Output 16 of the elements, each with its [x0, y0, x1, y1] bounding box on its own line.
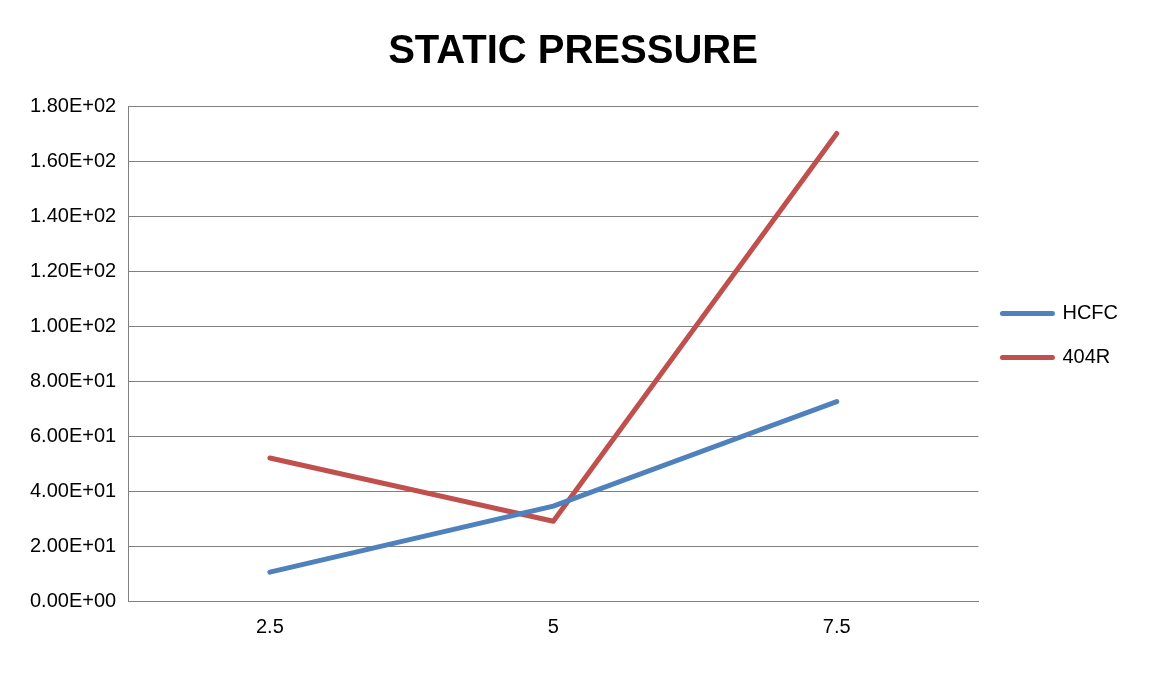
y-tick-label: 2.00E+01: [29, 533, 117, 556]
x-tick-label: 7.5: [822, 614, 851, 637]
chart-title: STATIC PRESSURE: [388, 27, 758, 72]
x-tick-label: 2.5: [256, 614, 284, 637]
y-tick-label: 1.20E+02: [29, 258, 117, 281]
y-tick-label: 8.00E+01: [29, 368, 117, 391]
y-tick-label: 0.00E+00: [29, 588, 117, 611]
y-tick-label: 1.00E+02: [29, 313, 117, 336]
y-tick-label: 4.00E+01: [29, 478, 117, 501]
y-tick-label: 1.60E+02: [29, 148, 117, 171]
legend-label: HCFC: [1062, 301, 1118, 324]
x-tick-label: 5: [547, 614, 559, 637]
y-tick-label: 6.00E+01: [29, 423, 117, 446]
legend-label: 404R: [1062, 345, 1111, 368]
y-tick-label: 1.40E+02: [29, 203, 117, 226]
y-tick-label: 1.80E+02: [29, 93, 117, 116]
